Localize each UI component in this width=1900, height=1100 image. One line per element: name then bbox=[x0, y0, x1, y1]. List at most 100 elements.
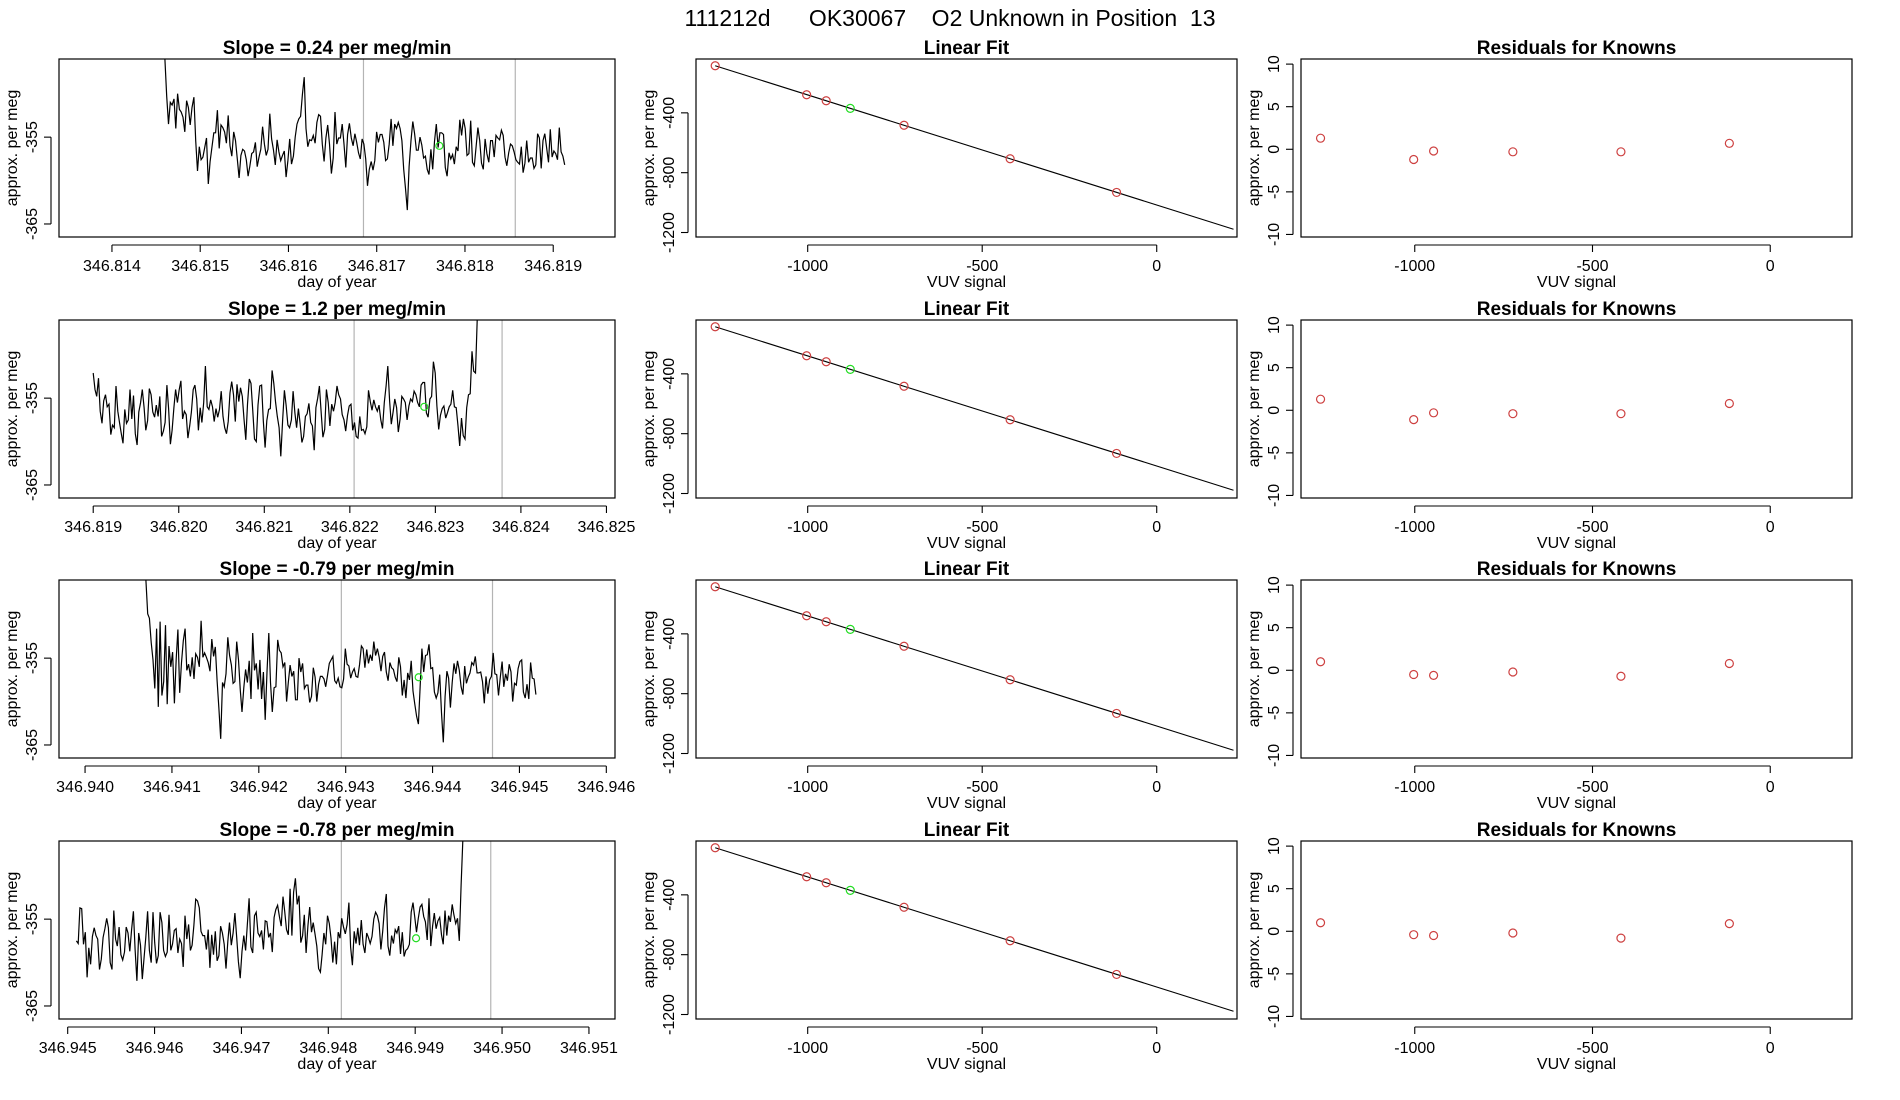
residual-point bbox=[1428, 146, 1439, 156]
residual-point bbox=[1409, 669, 1419, 680]
plot-frame bbox=[695, 579, 1238, 759]
y-axis-label: approx. per meg bbox=[1246, 90, 1263, 207]
plot-area bbox=[75, 841, 492, 1019]
unknown-point bbox=[411, 934, 421, 943]
y-axis-label: approx. per meg bbox=[1246, 872, 1263, 989]
known-point bbox=[1111, 708, 1122, 719]
page-title: 111212d OK30067 O2 Unknown in Position 1… bbox=[684, 5, 1215, 31]
signal-line bbox=[75, 841, 464, 981]
residual-point bbox=[1616, 671, 1626, 681]
x-axis-label: VUV signal bbox=[1537, 274, 1616, 291]
residual-point bbox=[1508, 147, 1518, 157]
x-tick-label: 346.946 bbox=[126, 1040, 184, 1057]
y-tick-label: -10 bbox=[1266, 484, 1283, 507]
x-tick-label: 346.948 bbox=[299, 1040, 357, 1057]
x-tick-label: 0 bbox=[1152, 779, 1161, 796]
residual-point bbox=[1508, 409, 1518, 419]
residual-point bbox=[1616, 147, 1626, 157]
plot-area bbox=[710, 61, 1234, 230]
residual-point bbox=[1409, 930, 1419, 940]
x-axis: -1000 -500 0 VUV signal bbox=[787, 244, 1161, 291]
x-tick-label: -1000 bbox=[787, 779, 828, 796]
plot-area bbox=[710, 582, 1234, 751]
known-point bbox=[821, 878, 831, 888]
x-tick-label: 346.951 bbox=[560, 1040, 618, 1057]
x-tick-label: 0 bbox=[1152, 1040, 1161, 1057]
y-tick-label: -1200 bbox=[661, 733, 678, 774]
known-point bbox=[802, 351, 812, 361]
y-tick-label: -365 bbox=[24, 469, 41, 501]
panel-3-2: Linear Fit -1000 -500 0 VUV signal -400 -800 -1… bbox=[641, 559, 1238, 812]
panel-2-2: Linear Fit -1000 -500 0 VUV signal -400 -800 -1… bbox=[641, 299, 1238, 552]
plot-area bbox=[164, 59, 566, 237]
x-tick-label: 346.945 bbox=[491, 779, 549, 796]
x-tick-label: 346.947 bbox=[213, 1040, 271, 1057]
panel-title: Residuals for Knowns bbox=[1477, 559, 1677, 580]
signal-line bbox=[92, 320, 478, 457]
fit-line bbox=[715, 586, 1234, 751]
y-tick-label: -1200 bbox=[661, 473, 678, 514]
x-tick-label: -1000 bbox=[787, 258, 828, 275]
x-axis-label: day of year bbox=[297, 535, 377, 552]
fit-line bbox=[715, 847, 1234, 1012]
x-tick-label: 346.823 bbox=[406, 519, 464, 536]
y-tick-label: 5 bbox=[1266, 102, 1283, 111]
plot-frame bbox=[695, 58, 1238, 238]
y-axis-label: approx. per meg bbox=[1246, 611, 1263, 728]
panel-title: Linear Fit bbox=[924, 299, 1010, 320]
plot-area bbox=[1315, 657, 1734, 681]
plot-area bbox=[1315, 394, 1734, 425]
plot-area bbox=[710, 322, 1234, 491]
panel-title: Residuals for Knowns bbox=[1477, 299, 1677, 320]
y-tick-label: 5 bbox=[1266, 623, 1283, 632]
x-tick-label: 346.815 bbox=[171, 258, 229, 275]
panel-title: Residuals for Knowns bbox=[1477, 38, 1677, 59]
residual-point bbox=[1315, 657, 1326, 667]
known-point bbox=[821, 617, 831, 627]
x-axis-label: VUV signal bbox=[1537, 1056, 1616, 1073]
known-point bbox=[710, 843, 720, 853]
panel-title: Linear Fit bbox=[924, 38, 1010, 59]
x-tick-label: -1000 bbox=[787, 519, 828, 536]
plot-area bbox=[145, 580, 537, 758]
x-tick-label: 346.821 bbox=[235, 519, 293, 536]
residual-point bbox=[1428, 930, 1439, 941]
y-tick-label: -1200 bbox=[661, 212, 678, 253]
panel-title: Residuals for Knowns bbox=[1477, 820, 1677, 841]
y-tick-label: 0 bbox=[1266, 666, 1283, 675]
signal-line bbox=[145, 580, 537, 743]
known-point bbox=[1111, 969, 1122, 980]
known-point bbox=[710, 322, 720, 332]
known-point bbox=[802, 872, 812, 882]
y-tick-label: -365 bbox=[24, 208, 41, 240]
y-tick-label: -800 bbox=[661, 157, 678, 189]
x-tick-label: -500 bbox=[966, 779, 998, 796]
y-tick-label: 5 bbox=[1266, 363, 1283, 372]
plot-frame bbox=[58, 58, 616, 238]
y-tick-label: -1200 bbox=[661, 994, 678, 1035]
x-tick-label: 346.816 bbox=[260, 258, 318, 275]
x-tick-label: -500 bbox=[966, 258, 998, 275]
residual-point bbox=[1724, 398, 1734, 409]
y-tick-label: 5 bbox=[1266, 884, 1283, 893]
plot-frame bbox=[1300, 58, 1853, 238]
y-axis-label: approx. per meg bbox=[4, 872, 21, 989]
panel-1-2: Linear Fit -1000 -500 0 VUV signal -400 -800 -1… bbox=[641, 38, 1238, 291]
unknown-point bbox=[845, 885, 855, 895]
y-tick-label: -365 bbox=[24, 729, 41, 761]
y-tick-label: -355 bbox=[24, 121, 41, 153]
y-axis-label: approx. per meg bbox=[4, 351, 21, 468]
y-axis-label: approx. per meg bbox=[4, 611, 21, 728]
x-tick-label: -500 bbox=[1576, 258, 1608, 275]
x-axis: -1000 -500 0 VUV signal bbox=[1394, 765, 1775, 812]
known-point bbox=[899, 902, 909, 912]
x-axis: 346.940 346.941 346.942 346.943 346.944 346.9… bbox=[56, 765, 635, 812]
x-axis-label: VUV signal bbox=[927, 535, 1006, 552]
